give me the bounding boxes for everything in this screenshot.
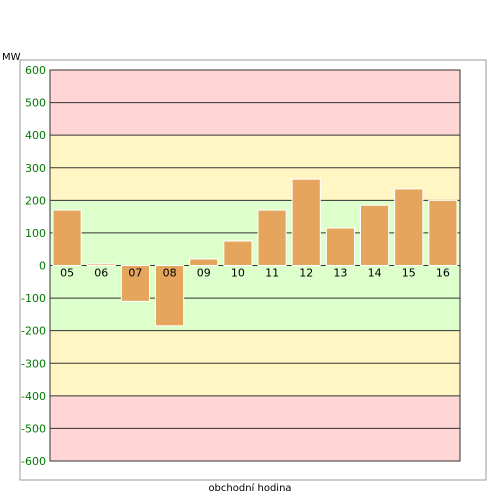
bar xyxy=(360,204,390,267)
bar xyxy=(52,209,82,267)
y-tick-label: 500 xyxy=(25,97,46,110)
bar xyxy=(120,265,151,302)
category-label: 05 xyxy=(60,267,74,280)
y-tick-label: 100 xyxy=(25,227,46,240)
y-tick-labels: 600 500 400 300 200 100 0 -100 -200 -300 -400 -500 -… xyxy=(21,64,46,468)
bar xyxy=(189,258,219,267)
bar xyxy=(428,199,458,266)
y-tick-label: 600 xyxy=(25,64,46,77)
y-tick-label: 200 xyxy=(25,194,46,207)
category-label: 11 xyxy=(265,267,279,280)
y-tick-label: 300 xyxy=(25,162,46,175)
bar xyxy=(325,227,356,266)
bar xyxy=(155,265,185,327)
category-labels: 05 06 07 08 09 10 11 12 13 14 15 16 xyxy=(60,267,450,280)
y-tick-label: -500 xyxy=(21,422,46,435)
bar xyxy=(86,263,116,266)
y-tick-label: 400 xyxy=(25,129,46,142)
bars xyxy=(52,178,458,327)
bar xyxy=(257,209,287,267)
y-tick-label: -200 xyxy=(21,325,46,338)
y-tick-label: -400 xyxy=(21,390,46,403)
y-tick-label: 0 xyxy=(39,260,46,273)
y-tick-label: -600 xyxy=(21,455,46,468)
gridlines xyxy=(50,102,460,429)
bar xyxy=(223,240,253,266)
category-label: 07 xyxy=(128,267,142,280)
category-label: 16 xyxy=(436,267,450,280)
category-label: 13 xyxy=(333,267,347,280)
category-label: 09 xyxy=(197,267,211,280)
x-axis-label: obchodní hodina xyxy=(208,482,291,494)
y-tick-label: -100 xyxy=(21,292,46,305)
category-label: 06 xyxy=(94,267,108,280)
category-label: 15 xyxy=(402,267,416,280)
bar xyxy=(291,178,321,266)
category-label: 10 xyxy=(231,267,245,280)
plot-frame xyxy=(49,69,461,462)
y-tick-label: -300 xyxy=(21,357,46,370)
bar xyxy=(394,188,424,266)
category-label: 14 xyxy=(368,267,382,280)
category-label: 12 xyxy=(299,267,313,280)
y-axis-unit: MW xyxy=(2,52,21,63)
category-label: 08 xyxy=(163,267,177,280)
